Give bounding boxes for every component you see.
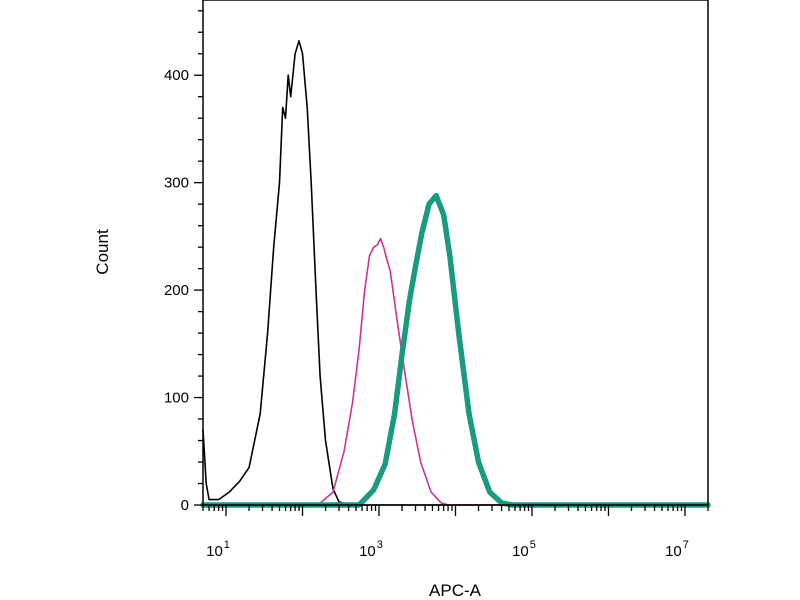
x-tick-label: 103 — [359, 539, 383, 560]
y-tick-label: 200 — [164, 282, 189, 299]
series-layer — [200, 40, 711, 508]
x-tick-label: 107 — [665, 539, 689, 560]
series-line-1 — [202, 40, 709, 506]
y-tick-label: 400 — [164, 67, 189, 84]
y-tick-label: 300 — [164, 175, 189, 192]
x-tick-label: 101 — [206, 539, 230, 560]
x-axis-ticks: 101 103 105 107 — [202, 505, 709, 560]
x-tick-label: 105 — [512, 539, 536, 560]
plot-frame — [202, 0, 709, 506]
series-line-3 — [200, 192, 711, 508]
x-axis-title: APC-A — [429, 581, 482, 600]
y-tick-label: 0 — [181, 497, 189, 514]
y-tick-label: 100 — [164, 390, 189, 407]
series-line-2 — [202, 237, 709, 506]
y-axis-ticks: 0 100 200 300 400 — [164, 10, 203, 514]
y-axis-title: Count — [93, 229, 112, 275]
